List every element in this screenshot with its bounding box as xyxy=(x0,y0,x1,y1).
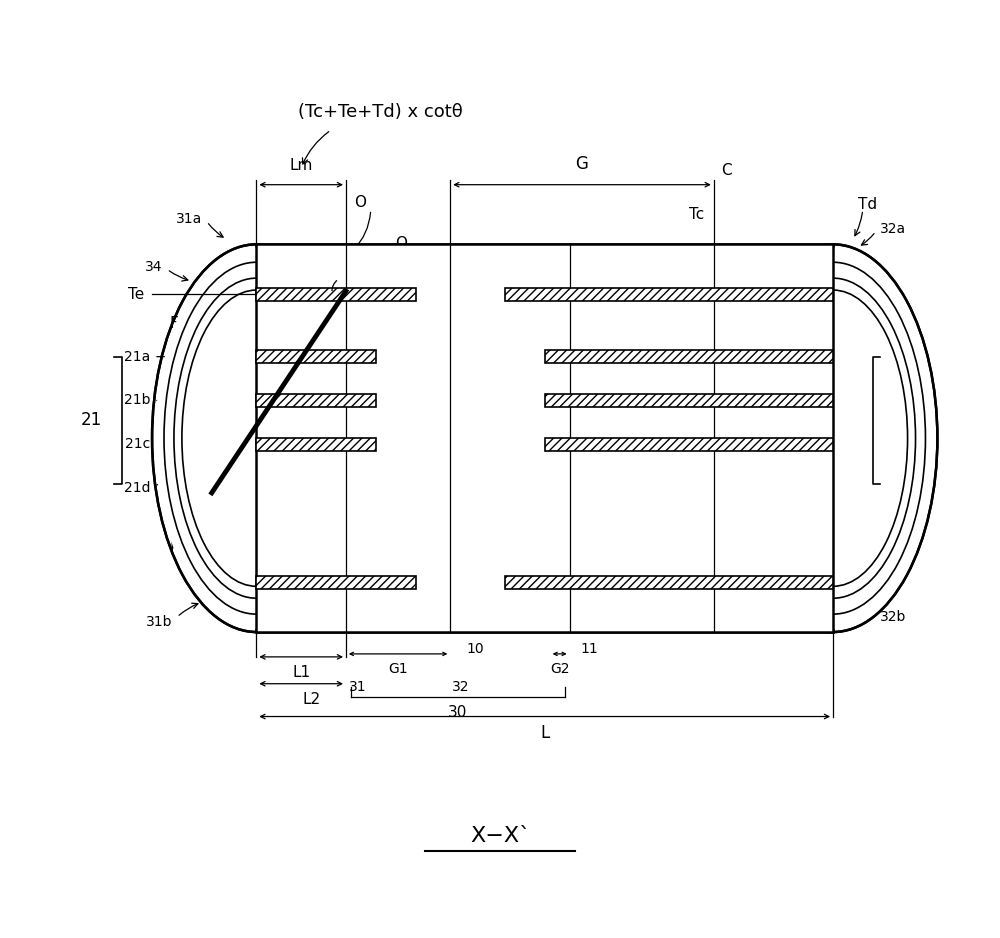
Text: 31a: 31a xyxy=(176,213,202,226)
Bar xyxy=(256,438,376,450)
Ellipse shape xyxy=(152,244,361,632)
Text: 32: 32 xyxy=(451,680,469,694)
Text: G: G xyxy=(576,155,588,173)
Text: 35: 35 xyxy=(880,376,897,390)
Ellipse shape xyxy=(185,293,328,583)
Text: 22a: 22a xyxy=(886,350,912,364)
Text: F: F xyxy=(170,542,178,557)
Ellipse shape xyxy=(732,248,934,629)
Text: 21: 21 xyxy=(81,411,102,430)
Bar xyxy=(256,350,376,363)
Text: L2: L2 xyxy=(302,691,320,706)
Ellipse shape xyxy=(729,244,937,632)
Bar xyxy=(256,244,833,632)
Bar xyxy=(505,288,833,300)
Text: 10: 10 xyxy=(466,642,484,656)
Text: 31: 31 xyxy=(349,680,367,694)
Ellipse shape xyxy=(155,248,358,629)
Bar xyxy=(256,244,833,632)
Text: 21b: 21b xyxy=(124,393,150,407)
Bar xyxy=(256,350,376,363)
Text: 21d: 21d xyxy=(124,481,150,495)
Bar xyxy=(545,394,833,407)
Text: O: O xyxy=(354,194,366,209)
Text: 21a: 21a xyxy=(124,350,150,364)
Text: Lm: Lm xyxy=(289,158,313,173)
Bar xyxy=(545,350,833,363)
Text: 32b: 32b xyxy=(880,610,906,624)
Text: F: F xyxy=(170,316,178,331)
Bar xyxy=(505,576,833,589)
Text: X−X`: X−X` xyxy=(470,825,530,846)
Text: θ: θ xyxy=(364,280,373,295)
Bar xyxy=(256,244,833,632)
Text: 33: 33 xyxy=(455,252,475,267)
Text: Q: Q xyxy=(396,236,408,251)
Bar xyxy=(256,288,416,300)
Text: Tc: Tc xyxy=(689,207,704,222)
Text: 22: 22 xyxy=(908,411,929,430)
Bar xyxy=(256,576,416,589)
Text: 22c: 22c xyxy=(886,437,911,451)
Bar xyxy=(505,576,833,589)
Bar xyxy=(256,438,376,450)
Text: G1: G1 xyxy=(388,662,408,676)
Text: L1: L1 xyxy=(292,665,310,680)
Ellipse shape xyxy=(744,265,922,612)
Text: 11: 11 xyxy=(581,642,598,656)
Bar xyxy=(256,394,376,407)
Text: 32a: 32a xyxy=(880,222,906,236)
Text: 22b: 22b xyxy=(886,393,912,407)
Bar xyxy=(545,438,833,450)
Text: 31b: 31b xyxy=(145,615,172,629)
Text: Td: Td xyxy=(858,197,877,212)
Ellipse shape xyxy=(761,293,905,583)
Ellipse shape xyxy=(753,281,913,596)
Text: 22d: 22d xyxy=(886,481,912,495)
Ellipse shape xyxy=(177,281,336,596)
Text: 30: 30 xyxy=(448,704,467,719)
Text: Te: Te xyxy=(128,286,144,301)
Text: C: C xyxy=(721,162,731,177)
Bar xyxy=(545,438,833,450)
Bar xyxy=(256,244,833,632)
Text: G2: G2 xyxy=(550,662,569,676)
Bar xyxy=(545,394,833,407)
Text: 34: 34 xyxy=(145,260,162,274)
Text: L: L xyxy=(540,724,549,743)
Bar xyxy=(505,288,833,300)
Bar xyxy=(256,394,376,407)
Bar xyxy=(256,288,416,300)
Bar xyxy=(256,576,416,589)
Text: (Tc+Te+Td) x cotθ: (Tc+Te+Td) x cotθ xyxy=(298,103,463,121)
Bar xyxy=(545,350,833,363)
Text: 21c: 21c xyxy=(125,437,150,451)
Ellipse shape xyxy=(167,265,346,612)
